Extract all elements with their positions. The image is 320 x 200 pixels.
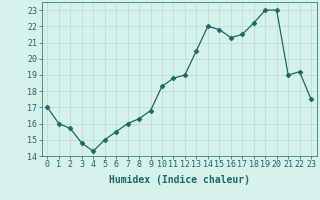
- X-axis label: Humidex (Indice chaleur): Humidex (Indice chaleur): [109, 175, 250, 185]
